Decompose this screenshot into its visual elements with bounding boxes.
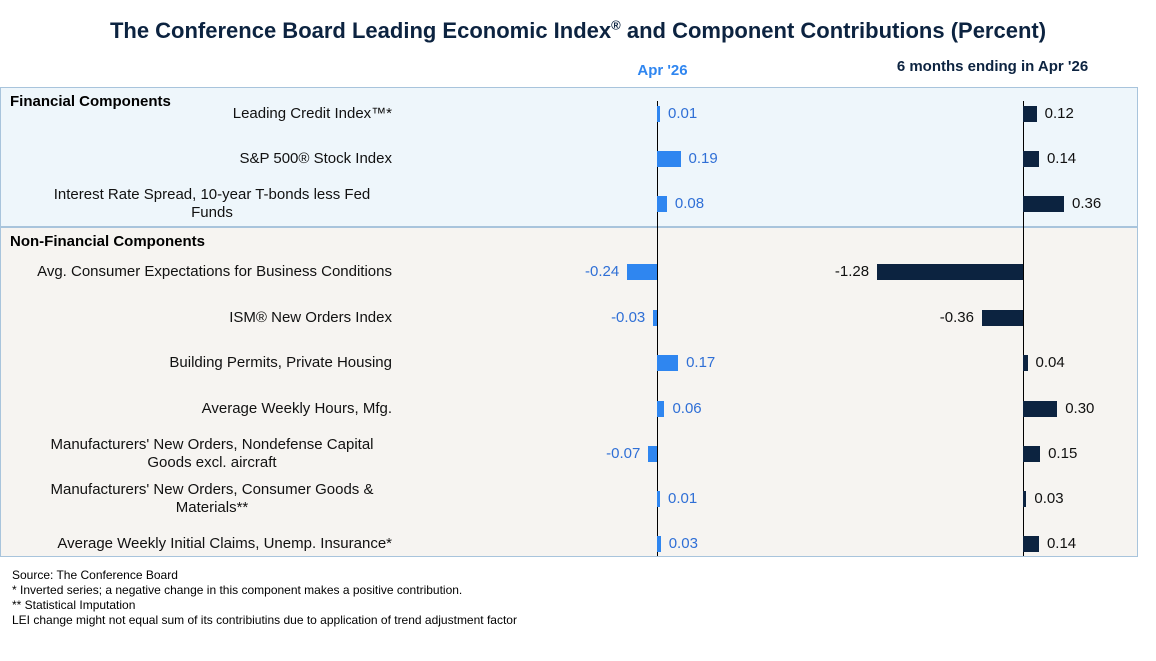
six-month-bar <box>1023 106 1037 122</box>
month-value-label: -0.24 <box>585 263 620 280</box>
six-month-bar <box>1023 355 1028 371</box>
month-bar <box>653 310 657 326</box>
month-value-label: -0.07 <box>606 445 641 462</box>
six-month-zero-axis <box>1023 101 1024 556</box>
six-month-column-header: 6 months ending in Apr '26 <box>896 58 1089 75</box>
month-value-label: 0.01 <box>668 105 698 122</box>
six-month-bar <box>1023 536 1039 552</box>
six-month-value-label: 0.04 <box>1035 354 1065 371</box>
six-month-value-label: 0.36 <box>1072 195 1102 212</box>
row-label-text: Average Weekly Initial Claims, Unemp. In… <box>57 535 392 552</box>
month-bar <box>657 401 665 417</box>
row-label: Building Permits, Private Housing <box>0 354 392 372</box>
month-value-label: -0.03 <box>611 309 646 326</box>
row-label: Leading Credit Index™* <box>0 105 392 123</box>
month-bar <box>657 536 661 552</box>
month-value-label: 0.17 <box>686 354 716 371</box>
footnotes: Source: The Conference Board * Inverted … <box>12 568 517 628</box>
row-label: Interest Rate Spread, 10-year T-bonds le… <box>0 186 392 222</box>
six-month-value-label: 0.14 <box>1046 535 1077 552</box>
six-month-value-label: 0.15 <box>1048 445 1078 462</box>
month-column-header: Apr '26 <box>637 62 688 79</box>
row-label-text: Leading Credit Index™* <box>232 105 392 122</box>
six-month-bar <box>1023 196 1065 212</box>
row-label-text: S&P 500® Stock Index <box>239 150 392 167</box>
month-bar <box>657 491 660 507</box>
row-label-text: Manufacturers' New Orders, Nondefense Ca… <box>50 436 374 471</box>
row-label-text: Interest Rate Spread, 10-year T-bonds le… <box>53 186 371 221</box>
financial-group-label: Financial Components <box>10 93 171 110</box>
row-label-text: Avg. Consumer Expectations for Business … <box>37 263 392 280</box>
footnote-trend: LEI change might not equal sum of its co… <box>12 613 517 627</box>
six-month-bar <box>877 264 1023 280</box>
six-month-value-label: 0.14 <box>1046 150 1077 167</box>
row-label-text: Manufacturers' New Orders, Consumer Good… <box>50 481 374 516</box>
non-financial-panel <box>0 227 1138 557</box>
six-month-value-label: 0.03 <box>1034 490 1064 507</box>
six-month-value-label: 0.12 <box>1044 105 1074 122</box>
six-month-bar <box>981 310 1023 326</box>
non-financial-group-label: Non-Financial Components <box>10 233 205 250</box>
footnote-source: Source: The Conference Board <box>12 568 178 582</box>
six-month-value-label: -1.28 <box>834 263 870 280</box>
financial-panel <box>0 87 1138 227</box>
month-value-label: 0.06 <box>672 400 702 417</box>
row-label: ISM® New Orders Index <box>0 309 392 327</box>
row-label: Manufacturers' New Orders, Nondefense Ca… <box>0 436 392 472</box>
month-bar <box>657 151 681 167</box>
month-zero-axis <box>657 101 658 556</box>
row-label-text: Building Permits, Private Housing <box>169 354 392 371</box>
six-month-bar <box>1023 401 1058 417</box>
six-month-bar <box>1023 446 1041 462</box>
month-bar <box>648 446 657 462</box>
six-month-value-label: -0.36 <box>939 309 974 326</box>
row-label-text: ISM® New Orders Index <box>229 309 392 326</box>
row-label: Avg. Consumer Expectations for Business … <box>0 263 392 281</box>
six-month-bar <box>1023 491 1027 507</box>
month-value-label: 0.19 <box>688 150 718 167</box>
month-bar <box>657 355 679 371</box>
month-value-label: 0.03 <box>668 535 698 552</box>
row-label-text: Average Weekly Hours, Mfg. <box>201 400 392 417</box>
six-month-bar <box>1023 151 1039 167</box>
month-bar <box>657 196 667 212</box>
row-label: S&P 500® Stock Index <box>0 150 392 168</box>
footnote-inverted: * Inverted series; a negative change in … <box>12 583 463 597</box>
footnote-imputation: ** Statistical Imputation <box>12 598 136 612</box>
row-label: Average Weekly Initial Claims, Unemp. In… <box>0 535 392 553</box>
chart-title: The Conference Board Leading Economic In… <box>109 17 1047 43</box>
month-bar <box>627 264 657 280</box>
six-month-value-label: 0.30 <box>1065 400 1095 417</box>
row-label: Manufacturers' New Orders, Consumer Good… <box>0 481 392 517</box>
month-value-label: 0.01 <box>668 490 698 507</box>
month-bar <box>657 106 660 122</box>
registered-mark: ® <box>611 17 621 33</box>
row-label: Average Weekly Hours, Mfg. <box>0 400 392 418</box>
month-value-label: 0.08 <box>674 195 705 212</box>
